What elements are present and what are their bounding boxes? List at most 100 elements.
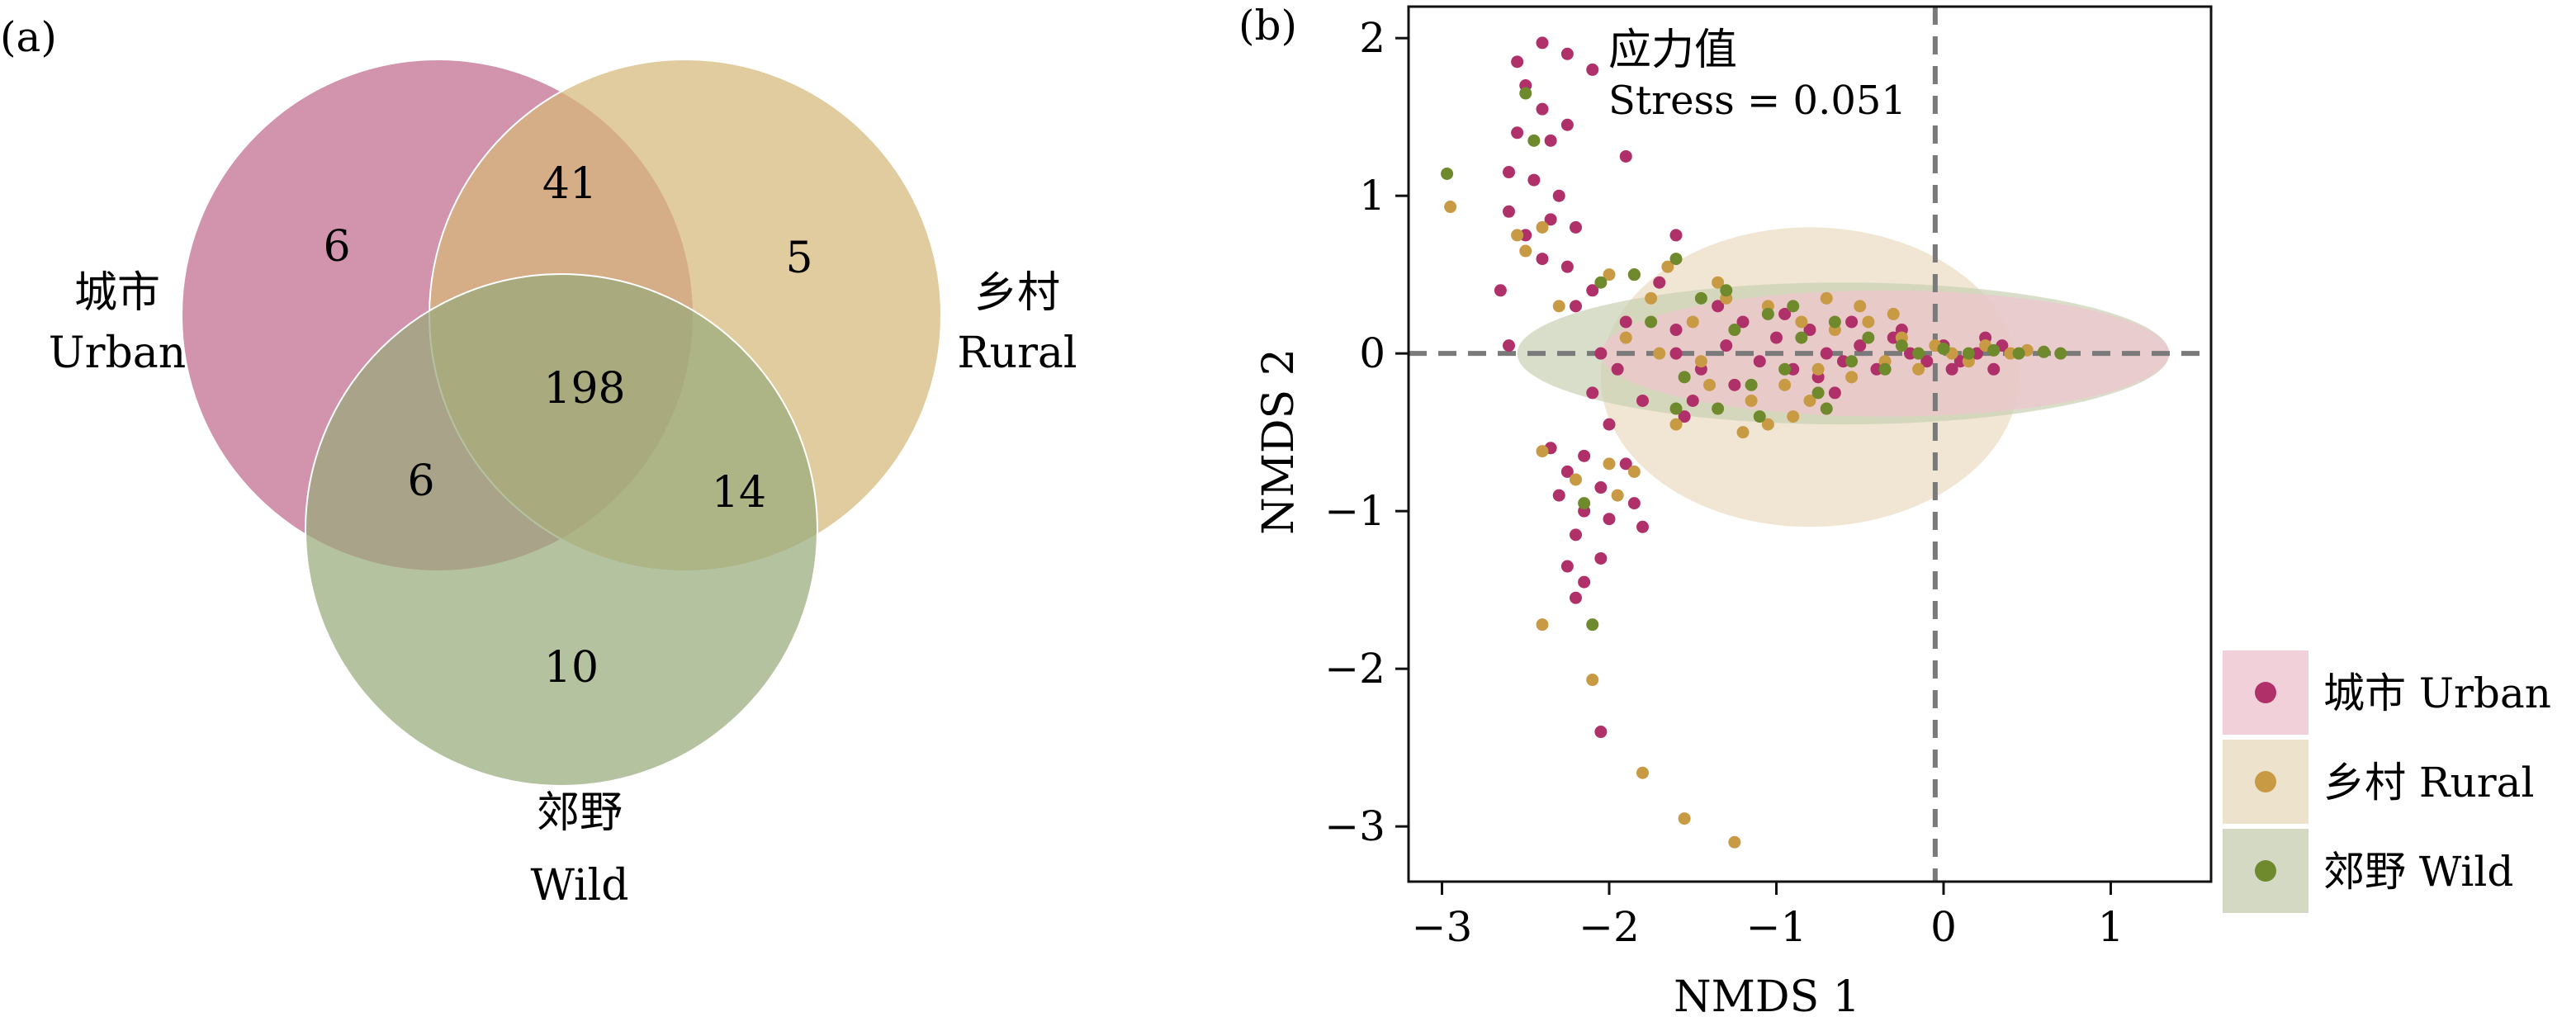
point-series-1-43 — [1787, 410, 1800, 423]
point-series-0-60 — [1854, 339, 1867, 352]
point-series-2-17 — [1811, 386, 1825, 400]
point-series-0-49 — [1594, 726, 1608, 739]
venn-label-urban-cn: 城市 — [74, 268, 160, 318]
point-series-0-8 — [1544, 134, 1557, 147]
point-series-0-27 — [1669, 324, 1683, 337]
point-series-0-19 — [1560, 260, 1574, 273]
point-series-0-79 — [1728, 378, 1741, 391]
venn-value-rural-only: 5 — [785, 234, 812, 283]
point-series-0-14 — [1544, 213, 1557, 226]
point-series-1-7 — [1552, 300, 1565, 313]
point-series-1-47 — [1803, 394, 1816, 407]
point-series-2-2 — [1527, 134, 1541, 147]
point-series-0-31 — [1636, 394, 1649, 407]
point-series-1-40 — [1669, 418, 1683, 431]
venn-panel: (a) 6 5 10 41 6 14 198 城市 Urban 乡村 Rural… — [0, 13, 1077, 911]
point-series-1-0 — [1444, 201, 1457, 214]
reference-lines — [1409, 7, 2211, 882]
point-series-1-5 — [1603, 268, 1616, 281]
y-tick-label: 0 — [1359, 329, 1385, 377]
point-series-1-25 — [1778, 378, 1792, 391]
point-series-0-52 — [1720, 339, 1733, 352]
venn-label-wild-en: Wild — [530, 861, 628, 911]
y-axis-label: NMDS 2 — [1254, 348, 1304, 535]
point-series-0-10 — [1503, 166, 1515, 179]
point-series-0-12 — [1552, 189, 1565, 202]
point-series-0-74 — [1712, 300, 1725, 313]
point-series-0-17 — [1669, 229, 1683, 242]
point-series-2-31 — [1720, 284, 1733, 297]
point-series-0-48 — [1570, 591, 1582, 604]
point-series-2-6 — [1578, 497, 1591, 510]
point-series-1-13 — [1611, 489, 1624, 502]
point-series-2-8 — [1645, 315, 1658, 329]
point-series-0-53 — [1736, 315, 1750, 329]
point-series-1-41 — [1736, 426, 1750, 439]
point-series-2-14 — [1761, 307, 1774, 320]
point-series-0-45 — [1594, 551, 1608, 565]
point-series-1-44 — [1820, 291, 1833, 305]
point-series-0-6 — [1560, 118, 1574, 131]
point-series-0-29 — [1611, 362, 1624, 376]
point-series-2-23 — [1912, 347, 1925, 360]
point-series-2-10 — [1694, 291, 1707, 305]
point-series-0-43 — [1636, 520, 1649, 533]
point-series-0-44 — [1570, 528, 1582, 542]
venn-label-rural-en: Rural — [957, 329, 1077, 378]
point-series-1-45 — [1854, 300, 1867, 313]
point-series-2-20 — [1862, 331, 1875, 344]
point-series-1-18 — [1728, 835, 1741, 849]
point-series-0-30 — [1586, 386, 1599, 400]
point-series-2-18 — [1828, 315, 1841, 329]
point-series-2-7 — [1586, 618, 1599, 631]
point-series-1-2 — [1511, 229, 1524, 242]
point-series-1-15 — [1586, 674, 1599, 687]
point-series-0-5 — [1536, 102, 1549, 116]
point-series-2-32 — [1753, 410, 1766, 423]
point-series-1-46 — [1712, 276, 1725, 289]
point-series-1-20 — [1686, 315, 1699, 329]
y-tick-label: −1 — [1324, 487, 1385, 535]
scatter-points — [1441, 36, 2067, 849]
venn-circle-wild — [305, 273, 818, 787]
group-ellipses — [1517, 227, 2170, 527]
point-series-2-33 — [1787, 300, 1800, 313]
point-series-2-26 — [1987, 343, 2001, 357]
point-series-0-18 — [1536, 253, 1549, 266]
point-series-0-13 — [1503, 205, 1515, 218]
legend-marker-2 — [2255, 860, 2276, 882]
point-series-0-75 — [1678, 410, 1691, 423]
point-series-0-68 — [1987, 362, 2001, 376]
point-series-0-38 — [1594, 481, 1608, 494]
legend-marker-0 — [2255, 682, 2276, 703]
point-series-0-71 — [1845, 315, 1859, 329]
stress-title: 应力值 — [1608, 26, 1737, 75]
nmds-panel: (b) −3 −2 −1 0 1 −3 −2 −1 0 1 2 NMDS 1 NMDS 2 应力值… — [1238, 2, 2551, 1017]
plot-frame — [1407, 5, 2213, 883]
point-series-2-25 — [1962, 347, 1975, 360]
point-series-2-34 — [1820, 402, 1833, 415]
point-series-2-11 — [1712, 402, 1725, 415]
point-series-1-42 — [1761, 418, 1774, 431]
point-series-1-33 — [1912, 362, 1925, 376]
point-series-1-16 — [1636, 766, 1649, 779]
point-series-1-48 — [1887, 307, 1900, 320]
y-axis-ticks: −3 −2 −1 0 1 2 — [1324, 14, 1409, 850]
venn-label-rural-cn: 乡村 — [974, 268, 1060, 318]
point-series-0-21 — [1653, 276, 1666, 289]
y-tick-label: −2 — [1324, 645, 1385, 693]
point-series-2-0 — [1441, 167, 1454, 180]
point-series-1-14 — [1536, 618, 1549, 631]
point-series-1-4 — [1661, 260, 1674, 273]
point-series-0-1 — [1560, 47, 1574, 60]
point-series-1-17 — [1678, 812, 1691, 825]
point-series-0-64 — [1920, 355, 1934, 368]
point-series-0-32 — [1686, 394, 1699, 407]
point-series-1-30 — [1862, 315, 1875, 329]
point-series-2-3 — [1594, 276, 1608, 289]
point-series-2-22 — [1895, 339, 1908, 352]
panel-a-label: (a) — [0, 13, 57, 61]
point-series-0-54 — [1753, 355, 1766, 368]
legend-label-0: 城市 Urban — [2323, 669, 2551, 717]
